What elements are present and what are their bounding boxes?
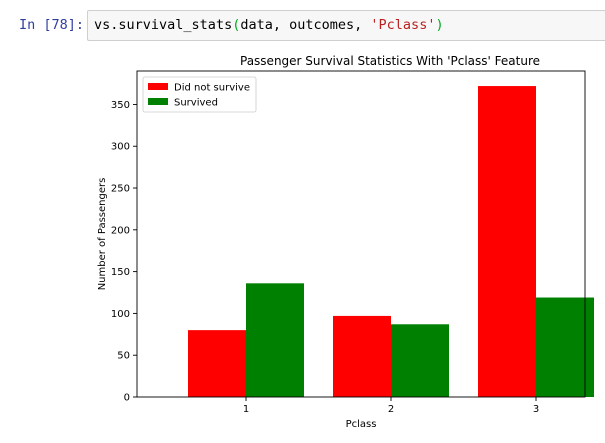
bars-group bbox=[188, 86, 594, 398]
code-separator: , bbox=[354, 17, 371, 33]
code-arg-data: data bbox=[240, 17, 273, 33]
y-tick-label: 350 bbox=[111, 100, 130, 111]
code-open-paren: ( bbox=[232, 17, 241, 33]
legend-swatch bbox=[148, 83, 168, 90]
output-area: Passenger Survival Statistics With 'Pcla… bbox=[87, 48, 605, 439]
bar-survived-pclass-3 bbox=[536, 297, 594, 397]
y-axis-label: Number of Passengers bbox=[97, 178, 108, 291]
legend-swatch bbox=[148, 98, 168, 105]
code-line[interactable]: vs.survival_stats(data, outcomes, 'Pclas… bbox=[94, 17, 444, 33]
code-dot: . bbox=[110, 17, 119, 33]
code-function: survival_stats bbox=[118, 17, 233, 33]
y-tick-label: 200 bbox=[111, 225, 130, 236]
legend-label: Survived bbox=[174, 98, 218, 109]
x-tick-label: 3 bbox=[533, 404, 539, 415]
x-tick-label: 2 bbox=[388, 404, 394, 415]
y-tick-label: 300 bbox=[111, 142, 130, 153]
bar-chart: Passenger Survival Statistics With 'Pcla… bbox=[97, 54, 594, 430]
code-separator: , bbox=[272, 17, 290, 33]
chart-title: Passenger Survival Statistics With 'Pcla… bbox=[240, 54, 540, 68]
bar-survived-pclass-2 bbox=[391, 324, 449, 397]
code-arg-string: 'Pclass' bbox=[370, 17, 436, 33]
bar-did-not-survive-pclass-3 bbox=[478, 86, 536, 398]
code-arg-outcomes: outcomes bbox=[289, 17, 355, 33]
y-tick-label: 100 bbox=[111, 309, 130, 320]
bar-survived-pclass-1 bbox=[246, 283, 304, 397]
legend-label: Did not survive bbox=[174, 83, 250, 94]
y-tick-label: 0 bbox=[124, 393, 130, 404]
input-prompt: In [78]: bbox=[19, 17, 85, 33]
code-close-paren: ) bbox=[435, 17, 444, 33]
y-tick-label: 50 bbox=[117, 351, 130, 362]
code-module: vs bbox=[94, 17, 111, 33]
legend: Did not survive Survived bbox=[142, 76, 257, 113]
y-axis-ticks: 0 50 100 150 200 250 300 350 bbox=[111, 100, 137, 404]
bar-did-not-survive-pclass-2 bbox=[333, 315, 391, 397]
x-axis-ticks: 1 2 3 bbox=[243, 397, 539, 415]
code-input-area[interactable]: vs.survival_stats(data, outcomes, 'Pclas… bbox=[87, 10, 605, 41]
bar-did-not-survive-pclass-1 bbox=[188, 330, 246, 397]
plot-frame bbox=[136, 70, 586, 398]
x-axis-label: Pclass bbox=[346, 419, 377, 430]
y-tick-label: 250 bbox=[111, 184, 130, 195]
legend-box bbox=[142, 76, 257, 113]
x-tick-label: 1 bbox=[243, 404, 249, 415]
y-tick-label: 150 bbox=[111, 267, 130, 278]
